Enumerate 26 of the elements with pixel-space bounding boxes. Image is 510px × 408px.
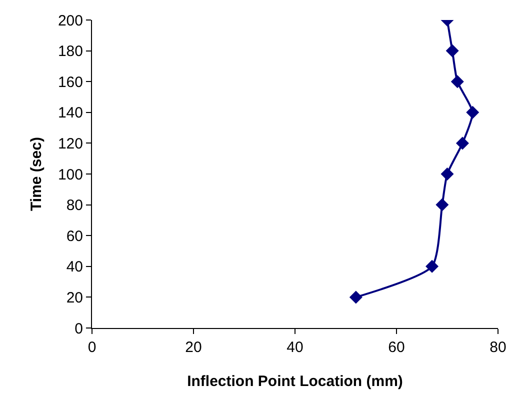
x-axis-title: Inflection Point Location (mm)	[187, 373, 403, 390]
point	[440, 168, 454, 180]
y-tick-label: 120	[58, 135, 83, 152]
x-tick-label: 80	[490, 339, 506, 356]
y-tick-label: 60	[66, 228, 83, 245]
point	[349, 290, 362, 304]
point	[426, 260, 439, 273]
y-tick-label: 0	[74, 320, 83, 338]
y-tick-label: 100	[58, 166, 83, 184]
x-tick-label: 60	[388, 339, 405, 356]
y-axis-title: Time (sec)	[28, 137, 46, 211]
point	[436, 198, 449, 212]
y-tick-label: 20	[66, 289, 83, 306]
x-tick-label: 20	[185, 339, 202, 356]
point	[446, 44, 459, 58]
y-tick-label: 80	[66, 197, 83, 214]
point	[450, 75, 464, 88]
point	[466, 106, 480, 119]
point	[456, 136, 469, 150]
y-tick-label: 140	[58, 104, 83, 122]
x-tick-label: 40	[286, 339, 304, 356]
y-tick-label: 40	[66, 258, 83, 276]
y-tick-label: 180	[58, 43, 83, 60]
y-tick-label: 200	[58, 12, 83, 30]
y-tick-label: 160	[58, 74, 83, 91]
x-tick-label: 0	[88, 339, 96, 356]
